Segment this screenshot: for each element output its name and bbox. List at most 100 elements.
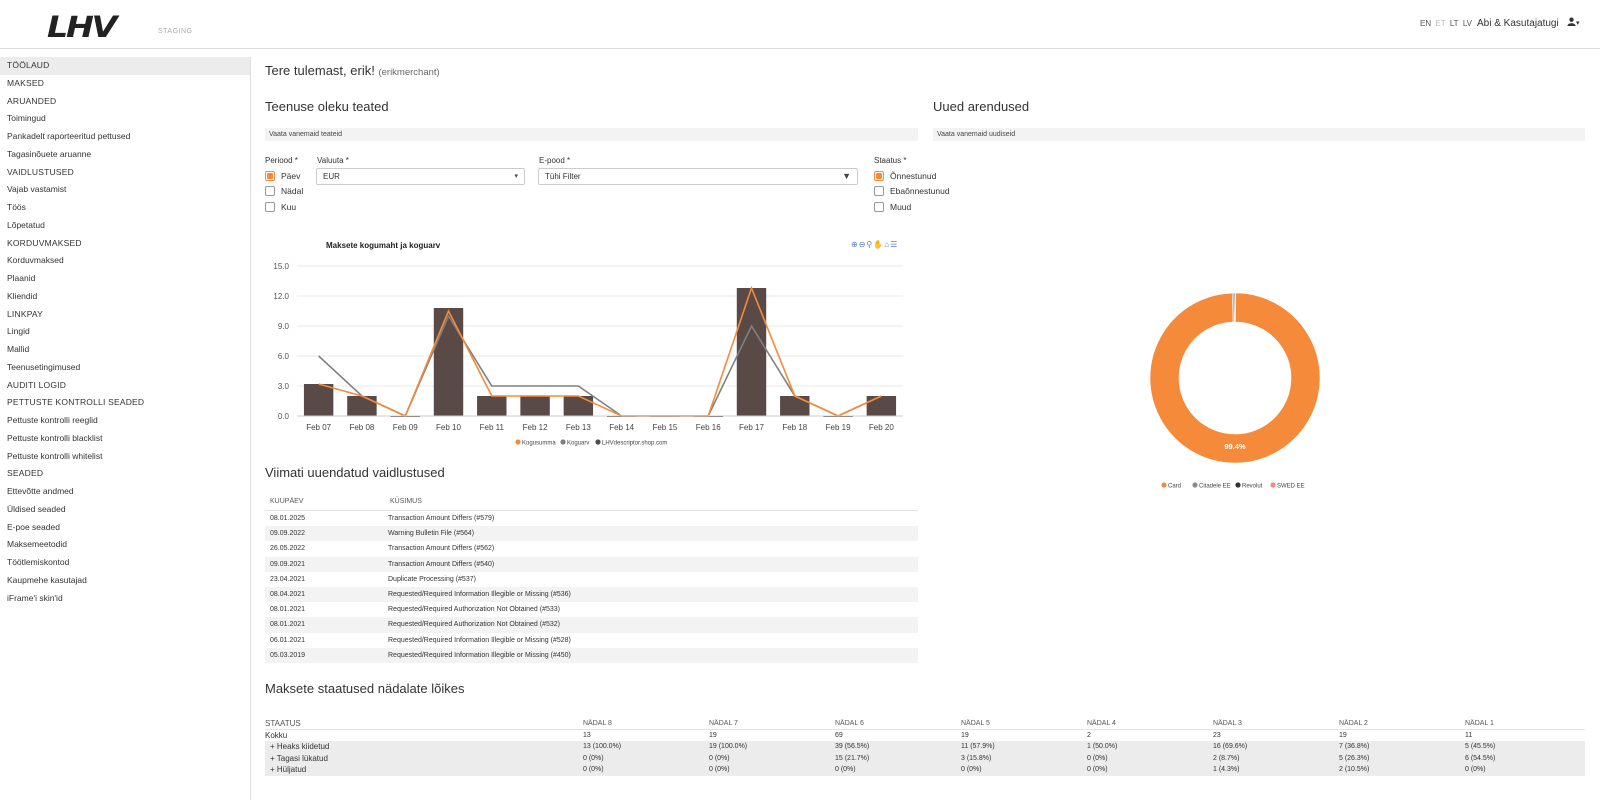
zoom-out-icon[interactable]: ⊖ — [858, 240, 867, 249]
table-row[interactable]: 23.04.2021 Duplicate Processing (#537) — [265, 572, 918, 587]
week-cell: 23 — [1213, 731, 1221, 739]
sidebar-item[interactable]: MAKSED — [7, 77, 45, 88]
sidebar-item[interactable]: SEADED — [7, 468, 44, 479]
sidebar-item[interactable]: VAIDLUSTUSED — [7, 166, 74, 177]
lang-et[interactable]: ET — [1435, 19, 1446, 28]
sidebar-item[interactable]: Tagasinõuete aruanne — [7, 148, 92, 159]
week-cell: 2 (10.5%) — [1339, 766, 1370, 773]
lhv-logo[interactable]: LHV — [47, 10, 117, 44]
shop-select[interactable]: Tühi Filter ▼ — [538, 168, 858, 185]
caret-down-icon: ▾ — [514, 173, 518, 180]
week-cell: 13 (100.0%) — [583, 743, 622, 750]
sidebar-item[interactable]: Üldised seaded — [7, 503, 66, 514]
week-cell: 0 (0%) — [835, 766, 856, 773]
week-cell: 2 (8.7%) — [1213, 754, 1240, 762]
date-cell: 26.05.2022 — [270, 545, 306, 553]
x-tick-label: Feb 15 — [652, 423, 677, 432]
checkbox-box — [874, 171, 884, 181]
question-cell: Warning Bulletin File (#564) — [388, 530, 475, 538]
zoom-in-icon[interactable]: ⊕ — [851, 240, 859, 249]
sidebar: TÖÖLAUD MAKSED ARUANDED Toimingud Pankadelt … — [0, 57, 251, 800]
sidebar-item[interactable]: Korduvmaksed — [7, 255, 64, 266]
table-row[interactable]: + Heaks kiidetud 13 (100.0%) 19 (100.0%) 39… — [265, 741, 1585, 753]
column-header[interactable]: KÜSIMUS — [390, 498, 422, 505]
pan-icon[interactable]: ✋ — [873, 240, 885, 249]
week-cell: 19 — [961, 731, 969, 739]
lang-en[interactable]: EN — [1420, 19, 1432, 28]
status-failed-checkbox[interactable]: Ebaõnnestunud — [874, 186, 950, 196]
validations-table: KUUPÄEV KÜSIMUS 08.01.2025 Transaction Amou… — [265, 493, 918, 663]
older-notices-link[interactable]: Vaata vanemaid teateid — [265, 128, 918, 141]
sidebar-item[interactable]: E-poe seaded — [7, 521, 60, 532]
sidebar-item[interactable]: Teenusetingimused — [7, 361, 81, 372]
column-header[interactable]: KUUPÄEV — [270, 498, 304, 505]
column-header: NÄDAL 7 — [709, 720, 738, 727]
table-row[interactable]: 08.01.2021 Requested/Required Authorizati… — [265, 602, 918, 617]
currency-select[interactable]: EUR ▾ — [316, 168, 525, 185]
sidebar-item[interactable]: Lõpetatud — [7, 219, 45, 230]
donut-slice — [1149, 292, 1321, 464]
table-row[interactable]: 08.04.2021 Requested/Required Information… — [265, 586, 918, 603]
sidebar-item[interactable]: AUDITI LOGID — [7, 379, 67, 390]
week-cell: 69 — [835, 731, 843, 739]
user-menu[interactable]: ▾ — [1567, 17, 1580, 28]
zoom-icon[interactable]: ⚲ — [866, 240, 874, 249]
sidebar-item[interactable]: Pankadelt raporteeritud pettused — [7, 131, 131, 141]
service-notices-title: Teenuse oleku teated — [265, 99, 389, 114]
sidebar-item[interactable]: Lingid — [7, 326, 30, 337]
legend-marker — [515, 439, 521, 445]
sidebar-item[interactable]: iFrame'i skin'id — [7, 592, 63, 603]
currency-label: Valuuta * — [317, 156, 349, 165]
user-icon — [1567, 17, 1576, 26]
checkbox-label: Kuu — [281, 202, 297, 212]
lang-lv[interactable]: LV — [1462, 19, 1473, 28]
donut-slice — [1234, 292, 1236, 323]
older-news-link[interactable]: Vaata vanemaid uudiseid — [933, 128, 1585, 141]
sidebar-item[interactable]: Pettuste kontrolli whitelist — [7, 450, 103, 461]
week-cell: 5 (45.5%) — [1465, 743, 1496, 750]
period-week-checkbox[interactable]: Nädal — [265, 186, 303, 196]
sidebar-item[interactable]: Mallid — [7, 344, 30, 354]
bar — [303, 384, 334, 416]
table-row[interactable]: 09.09.2021 Transaction Amount Differs (#5… — [265, 556, 918, 572]
table-row[interactable]: 08.01.2021 Requested/Required Authorizati… — [265, 617, 918, 633]
sidebar-item[interactable]: Töötlemiskontod — [7, 557, 70, 567]
column-header: NÄDAL 5 — [961, 720, 990, 727]
menu-icon[interactable]: ☰ — [890, 240, 899, 249]
sidebar-item[interactable]: Töös — [7, 202, 26, 212]
week-cell: 16 (69.6%) — [1213, 743, 1248, 750]
table-row[interactable]: 06.01.2021 Requested/Required Information… — [265, 633, 918, 648]
sidebar-item[interactable]: ARUANDED — [7, 95, 57, 106]
table-row[interactable]: 08.01.2025 Transaction Amount Differs (#5… — [265, 511, 918, 526]
period-day-checkbox[interactable]: Päev — [265, 171, 300, 181]
status-other-checkbox[interactable]: Muud — [874, 202, 911, 212]
help-link[interactable]: Abi & Kasutajatugi — [1477, 18, 1559, 29]
sidebar-item[interactable]: Kliendid — [7, 290, 38, 301]
lang-lt[interactable]: LT — [1449, 19, 1459, 28]
table-row[interactable]: 05.03.2019 Requested/Required Information… — [265, 647, 918, 663]
sidebar-item[interactable]: KORDUVMAKSED — [7, 237, 82, 248]
x-tick-label: Feb 19 — [826, 423, 851, 432]
table-row[interactable]: 09.09.2022 Warning Bulletin File (#564) — [265, 526, 918, 542]
week-cell: 3 (15.8%) — [961, 754, 992, 762]
table-row[interactable]: + Tagasi lükatud 0 (0%) 0 (0%) 15 (21.7%) 3 … — [265, 752, 1585, 764]
weekly-status-table: STAATUS NÄDAL 8 NÄDAL 7 NÄDAL 6 NÄDAL 5 NÄDAL… — [265, 718, 1585, 776]
sidebar-item[interactable]: TÖÖLAUD — [0, 57, 250, 75]
sidebar-item[interactable]: Vajab vastamist — [7, 184, 67, 195]
sidebar-item[interactable]: LINKPAY — [7, 308, 44, 319]
period-month-checkbox[interactable]: Kuu — [265, 202, 296, 212]
sidebar-item[interactable]: Ettevõtte andmed — [7, 486, 74, 496]
bar — [736, 288, 767, 416]
table-row[interactable]: 26.05.2022 Transaction Amount Differs (#5… — [265, 541, 918, 556]
week-cell: 11 — [1465, 731, 1473, 739]
sidebar-item[interactable]: Pettuste kontrolli reeglid — [7, 415, 98, 425]
sidebar-item[interactable]: Kaupmehe kasutajad — [7, 574, 87, 585]
sidebar-item[interactable]: PETTUSTE KONTROLLI SEADED — [7, 397, 145, 408]
sidebar-item[interactable]: Toimingud — [7, 113, 46, 124]
home-icon[interactable]: ⌂ — [884, 240, 891, 249]
sidebar-item[interactable]: Maksemeetodid — [7, 539, 68, 550]
sidebar-item[interactable]: Plaanid — [7, 273, 36, 283]
table-row[interactable]: + Hüljatud 0 (0%) 0 (0%) 0 (0%) 0 (0%) 0 (0%)… — [265, 764, 1585, 776]
status-success-checkbox[interactable]: Õnnestunud — [874, 171, 936, 181]
sidebar-item[interactable]: Pettuste kontrolli blacklist — [7, 432, 103, 443]
